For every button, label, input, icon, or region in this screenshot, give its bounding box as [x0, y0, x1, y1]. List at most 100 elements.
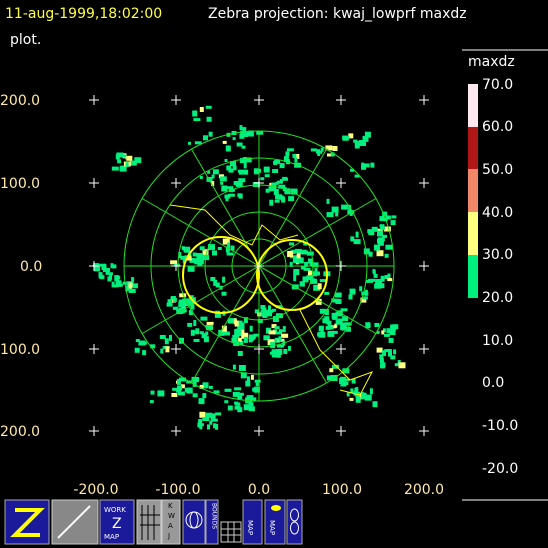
echo — [219, 176, 227, 182]
echo — [387, 273, 391, 280]
echo — [381, 330, 385, 335]
icon-text: WORK — [104, 506, 126, 514]
echo — [359, 286, 363, 292]
echo — [301, 250, 308, 255]
echo — [393, 349, 397, 355]
echo — [355, 396, 361, 403]
echo — [243, 169, 249, 175]
echo — [330, 152, 335, 157]
echo — [331, 298, 336, 303]
echo — [314, 268, 318, 273]
echo — [207, 170, 211, 174]
colorbar: maxdz 70.0 60.0 50.0 40.0 30.0 20.0 10.0… — [462, 49, 548, 501]
echo — [317, 150, 321, 156]
echo — [225, 388, 232, 392]
echo — [382, 211, 388, 217]
echo — [195, 328, 200, 335]
echo — [239, 340, 244, 346]
echo — [313, 284, 321, 291]
echo — [326, 212, 334, 218]
echo — [111, 264, 117, 269]
echo — [226, 186, 234, 190]
echo — [115, 154, 120, 160]
echo — [199, 107, 204, 112]
y-label: 0.0 — [20, 259, 42, 275]
echo — [276, 351, 281, 358]
echo — [287, 251, 294, 257]
kwaj-icon[interactable]: K W A J — [161, 499, 181, 545]
echo — [157, 390, 165, 397]
echo — [197, 261, 203, 267]
echo — [205, 331, 209, 336]
echo — [225, 246, 230, 253]
echo — [248, 334, 256, 339]
echo — [294, 154, 300, 159]
colorbar-label: 0.0 — [482, 375, 504, 391]
echo — [397, 360, 401, 364]
echo — [195, 260, 202, 264]
echo — [241, 322, 245, 329]
echo — [125, 286, 133, 292]
echo — [211, 174, 215, 179]
grid-icon[interactable] — [136, 499, 162, 545]
map-icon[interactable]: MAP — [242, 499, 263, 545]
echo — [349, 397, 354, 401]
echo — [253, 168, 259, 175]
echo — [238, 193, 243, 199]
echo — [340, 308, 348, 312]
echo — [206, 321, 214, 325]
echo — [308, 272, 311, 277]
echo — [334, 292, 342, 298]
echo — [265, 188, 270, 193]
echo — [179, 293, 187, 298]
icon-text: MAP — [104, 533, 119, 541]
bounds-icon[interactable]: BOUNDS — [205, 499, 219, 545]
echo — [336, 310, 343, 317]
echo — [232, 165, 237, 171]
x-label: 200.0 — [404, 482, 444, 498]
echo — [215, 282, 220, 288]
echo — [230, 245, 235, 251]
echo — [250, 374, 254, 380]
work-map-icon[interactable]: WORK Z MAP — [99, 499, 135, 545]
echo — [382, 234, 388, 238]
globe-icon[interactable] — [182, 499, 206, 545]
table-icon[interactable] — [220, 521, 242, 543]
echo — [359, 140, 366, 146]
echo — [347, 210, 355, 215]
echo — [243, 317, 248, 324]
echo — [276, 180, 283, 184]
echo — [222, 140, 227, 144]
echo — [272, 316, 279, 322]
echo — [256, 130, 264, 135]
echo — [232, 334, 240, 338]
echo — [299, 281, 305, 287]
echo — [268, 330, 276, 335]
echo — [342, 135, 350, 140]
echo — [258, 168, 262, 173]
infinity-icon[interactable] — [286, 499, 303, 545]
echo — [339, 378, 344, 384]
echo — [238, 365, 246, 371]
echo — [200, 316, 208, 321]
echo — [240, 130, 244, 137]
colorbar-label: 30.0 — [482, 247, 513, 263]
echo — [361, 291, 369, 296]
echo — [173, 263, 180, 267]
echo — [327, 323, 331, 330]
echo — [220, 181, 224, 185]
echo — [351, 378, 356, 384]
echo — [316, 271, 320, 276]
icon-text: A — [168, 522, 173, 530]
echo — [375, 279, 383, 285]
echo — [224, 400, 229, 404]
echo — [288, 196, 295, 202]
map-icon[interactable]: MAP — [264, 499, 286, 545]
y-label: 100.0 — [0, 342, 40, 358]
echo — [266, 309, 274, 313]
echo — [344, 206, 348, 210]
zebra-icon[interactable] — [4, 499, 50, 545]
echo — [160, 348, 164, 354]
image-icon[interactable] — [51, 499, 99, 545]
echo — [180, 384, 185, 389]
